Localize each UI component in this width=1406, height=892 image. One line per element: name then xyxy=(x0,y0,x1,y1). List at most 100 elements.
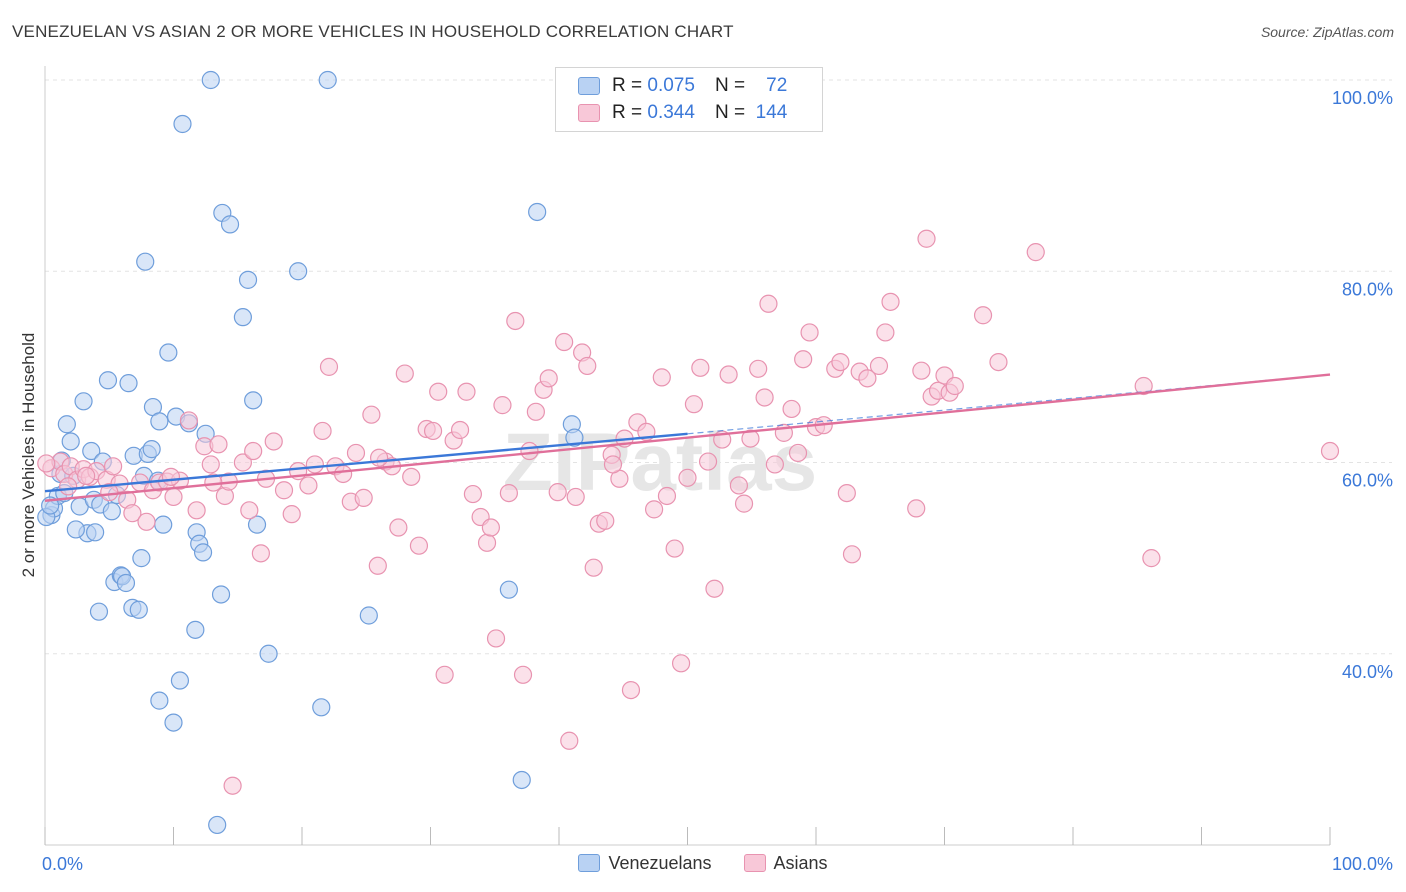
data-point xyxy=(247,515,267,534)
data-point xyxy=(137,512,156,531)
data-point xyxy=(244,391,263,410)
data-point xyxy=(644,500,664,519)
data-point xyxy=(82,441,101,461)
data-point xyxy=(539,369,558,388)
data-point xyxy=(305,455,324,474)
data-point xyxy=(37,454,56,473)
data-point xyxy=(201,455,220,474)
trend-lines xyxy=(44,373,1331,502)
data-point xyxy=(566,487,585,507)
data-point xyxy=(402,467,421,486)
n-value: 144 xyxy=(755,102,788,123)
data-point xyxy=(193,543,213,562)
y-tick-label: 40.0% xyxy=(1342,662,1393,682)
data-point xyxy=(395,364,414,383)
data-point xyxy=(499,484,518,503)
data-point xyxy=(409,536,429,555)
n-value: 72 xyxy=(766,75,788,96)
data-point xyxy=(77,466,96,485)
data-point xyxy=(800,323,819,342)
data-point xyxy=(57,415,76,434)
data-point xyxy=(211,585,231,604)
data-point xyxy=(831,352,850,372)
data-point xyxy=(389,518,408,537)
data-point xyxy=(684,395,704,414)
data-point xyxy=(741,429,760,448)
data-point xyxy=(359,606,378,625)
data-point xyxy=(665,539,684,558)
legend-item-asians[interactable]: Asians xyxy=(743,852,828,874)
data-point xyxy=(729,476,749,495)
data-point xyxy=(749,359,768,378)
data-point xyxy=(794,350,813,369)
data-point xyxy=(251,544,270,563)
data-point xyxy=(233,308,252,327)
n-label: N = xyxy=(714,102,746,123)
data-point xyxy=(318,70,337,90)
data-point xyxy=(755,388,774,407)
data-point xyxy=(116,573,136,593)
data-point xyxy=(560,731,579,750)
x-tick-label: 0.0% xyxy=(42,854,83,874)
data-point xyxy=(346,443,366,463)
data-point xyxy=(858,369,877,388)
data-point xyxy=(765,455,784,474)
data-point xyxy=(578,356,597,376)
y-tick-label: 80.0% xyxy=(1342,279,1393,299)
data-point xyxy=(238,270,258,289)
data-point xyxy=(74,392,93,411)
data-point xyxy=(555,332,574,352)
data-point xyxy=(1134,376,1153,396)
data-point xyxy=(842,545,862,564)
data-point xyxy=(179,411,199,430)
data-point xyxy=(313,421,332,441)
data-point xyxy=(142,440,161,459)
r-value: 0.075 xyxy=(647,75,695,96)
data-point xyxy=(512,770,531,790)
correlation-legend: R = 0.075 N = 72 R = 0.344 N = 144 xyxy=(555,67,823,132)
data-point xyxy=(486,629,506,648)
data-point xyxy=(876,323,895,342)
data-point xyxy=(150,691,169,710)
data-point xyxy=(220,215,240,234)
asians-swatch xyxy=(743,854,766,872)
data-point xyxy=(481,518,500,537)
y-axis-label: 2 or more Vehicles in Household xyxy=(19,333,38,578)
data-point xyxy=(66,520,85,539)
data-point xyxy=(159,343,178,362)
data-point xyxy=(362,405,381,424)
legend-label: Asians xyxy=(773,852,828,873)
data-point xyxy=(187,501,206,520)
asians-swatch xyxy=(578,104,600,122)
data-point xyxy=(652,368,671,387)
data-point xyxy=(912,361,931,380)
data-point xyxy=(788,443,808,463)
data-point xyxy=(299,476,318,495)
data-point xyxy=(223,776,242,795)
data-point xyxy=(463,484,483,504)
data-point xyxy=(691,358,710,377)
series-asians xyxy=(37,229,1340,795)
data-point xyxy=(528,202,547,222)
legend-row-venezuelans: R = 0.075 N = 72 xyxy=(578,73,787,99)
grid-lines xyxy=(45,79,1392,655)
source-label: Source: ZipAtlas.com xyxy=(1260,24,1394,40)
r-value: 0.344 xyxy=(647,102,695,123)
data-point xyxy=(450,420,470,440)
venezuelans-swatch xyxy=(578,77,600,95)
data-point xyxy=(312,698,331,717)
data-point xyxy=(154,515,173,534)
data-point xyxy=(499,580,518,599)
data-point xyxy=(289,262,308,281)
data-point xyxy=(657,486,677,506)
trend-line-venezuelans-extension xyxy=(687,373,1331,435)
legend-item-venezuelans[interactable]: Venezuelans xyxy=(578,853,712,874)
series-legend: Venezuelans Asians xyxy=(0,850,1406,876)
data-point xyxy=(59,477,78,496)
data-point xyxy=(565,428,584,447)
x-tick-label: 100.0% xyxy=(1332,854,1393,874)
data-point xyxy=(164,487,183,507)
data-point xyxy=(917,229,936,248)
data-point xyxy=(973,306,993,325)
